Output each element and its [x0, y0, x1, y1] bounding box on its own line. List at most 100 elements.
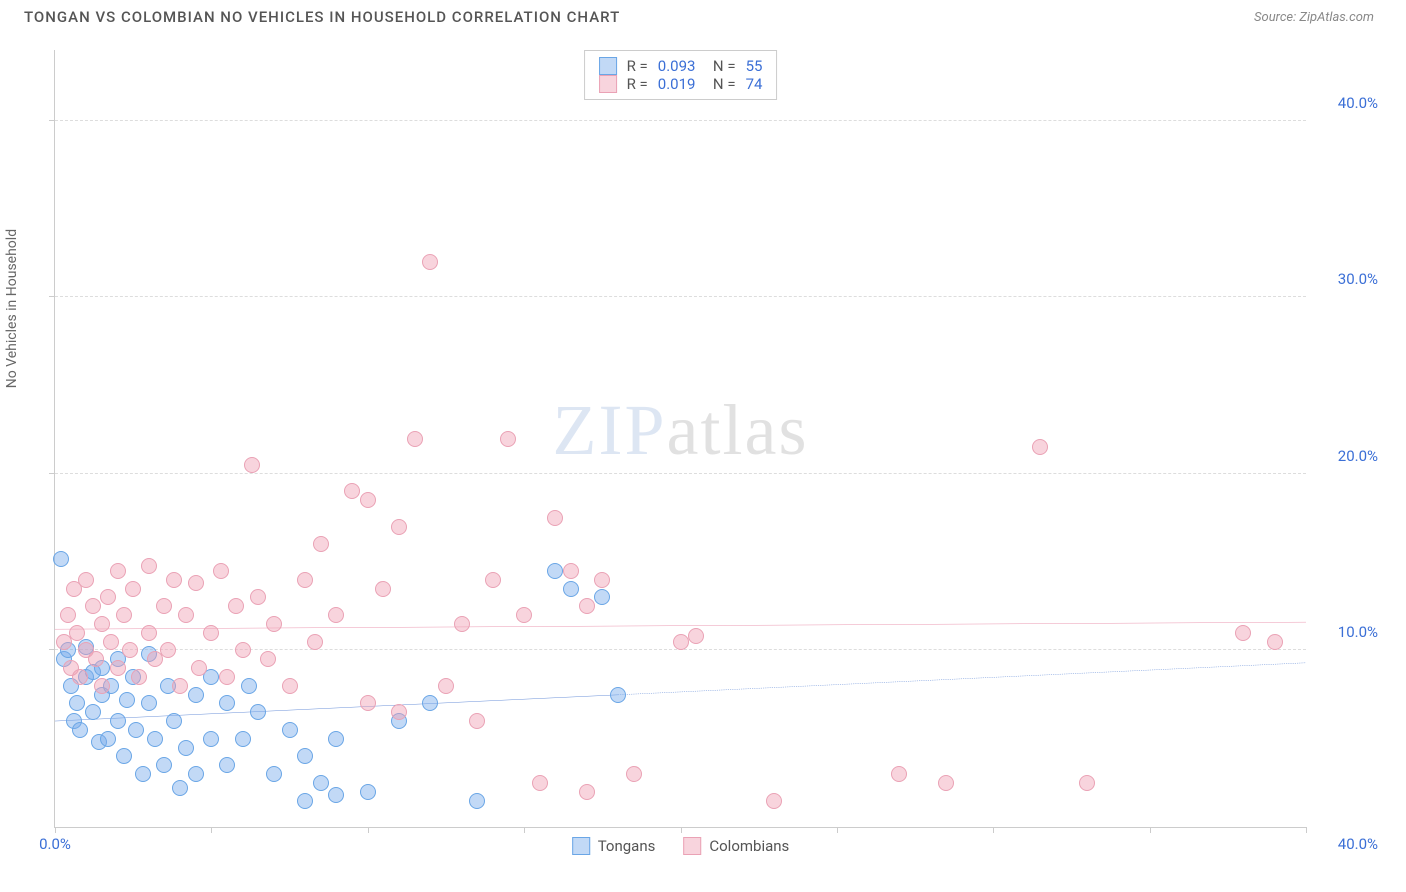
- data-point: [1267, 634, 1283, 650]
- swatch-blue-icon: [599, 57, 617, 75]
- data-point: [160, 642, 176, 658]
- n-value-colombians: 74: [746, 75, 763, 93]
- data-point: [235, 642, 251, 658]
- data-point: [85, 598, 101, 614]
- data-point: [72, 669, 88, 685]
- data-point: [891, 766, 907, 782]
- data-point: [938, 775, 954, 791]
- watermark-atlas: atlas: [667, 390, 809, 470]
- data-point: [100, 589, 116, 605]
- data-point: [266, 616, 282, 632]
- trend-line-extrapolated: [618, 663, 1306, 695]
- data-point: [282, 678, 298, 694]
- data-point: [313, 775, 329, 791]
- x-tick: [837, 827, 838, 833]
- data-point: [532, 775, 548, 791]
- x-tick-label: 40.0%: [1338, 835, 1378, 853]
- r-value-tongans: 0.093: [658, 57, 696, 75]
- corr-row-colombians: R = 0.019 N = 74: [599, 75, 763, 93]
- y-tick-label: 40.0%: [1338, 94, 1378, 112]
- data-point: [594, 572, 610, 588]
- data-point: [191, 660, 207, 676]
- data-point: [469, 713, 485, 729]
- data-point: [100, 731, 116, 747]
- data-point: [610, 687, 626, 703]
- data-point: [516, 607, 532, 623]
- data-point: [626, 766, 642, 782]
- gridline: [55, 296, 1306, 297]
- data-point: [78, 572, 94, 588]
- trend-line: [55, 695, 618, 721]
- data-point: [1079, 775, 1095, 791]
- data-point: [188, 687, 204, 703]
- series-legend: Tongans Colombians: [572, 837, 790, 855]
- data-point: [244, 457, 260, 473]
- source-attribution: Source: ZipAtlas.com: [1254, 10, 1374, 25]
- legend-item-tongans: Tongans: [572, 837, 656, 855]
- data-point: [1032, 439, 1048, 455]
- data-point: [688, 628, 704, 644]
- x-tick: [368, 827, 369, 833]
- y-tick-label: 20.0%: [1338, 447, 1378, 465]
- data-point: [125, 581, 141, 597]
- data-point: [1235, 625, 1251, 641]
- data-point: [178, 607, 194, 623]
- data-point: [297, 793, 313, 809]
- data-point: [131, 669, 147, 685]
- data-point: [375, 581, 391, 597]
- y-tick: [49, 120, 55, 121]
- data-point: [360, 784, 376, 800]
- data-point: [594, 589, 610, 605]
- data-point: [178, 740, 194, 756]
- data-point: [122, 642, 138, 658]
- data-point: [422, 254, 438, 270]
- data-point: [328, 607, 344, 623]
- data-point: [579, 784, 595, 800]
- data-point: [188, 575, 204, 591]
- y-tick: [49, 473, 55, 474]
- data-point: [454, 616, 470, 632]
- data-point: [110, 660, 126, 676]
- data-point: [219, 669, 235, 685]
- data-point: [282, 722, 298, 738]
- data-point: [53, 551, 69, 567]
- x-tick: [681, 827, 682, 833]
- data-point: [141, 625, 157, 641]
- data-point: [166, 713, 182, 729]
- data-point: [360, 492, 376, 508]
- data-point: [166, 572, 182, 588]
- data-point: [88, 651, 104, 667]
- data-point: [128, 722, 144, 738]
- data-point: [547, 563, 563, 579]
- data-point: [156, 598, 172, 614]
- chart-title: TONGAN VS COLOMBIAN NO VEHICLES IN HOUSE…: [24, 8, 620, 26]
- correlation-legend: R = 0.093 N = 55 R = 0.019 N = 74: [584, 50, 778, 100]
- data-point: [297, 572, 313, 588]
- data-point: [563, 581, 579, 597]
- data-point: [116, 748, 132, 764]
- data-point: [250, 589, 266, 605]
- data-point: [579, 598, 595, 614]
- data-point: [110, 563, 126, 579]
- data-point: [203, 731, 219, 747]
- legend-item-colombians: Colombians: [683, 837, 789, 855]
- trend-line: [55, 622, 1306, 629]
- data-point: [141, 558, 157, 574]
- header: TONGAN VS COLOMBIAN NO VEHICLES IN HOUSE…: [0, 0, 1406, 34]
- x-tick: [524, 827, 525, 833]
- y-tick: [49, 296, 55, 297]
- data-point: [85, 704, 101, 720]
- corr-row-tongans: R = 0.093 N = 55: [599, 57, 763, 75]
- data-point: [135, 766, 151, 782]
- data-point: [297, 748, 313, 764]
- data-point: [360, 695, 376, 711]
- data-point: [260, 651, 276, 667]
- data-point: [141, 695, 157, 711]
- data-point: [250, 704, 266, 720]
- data-point: [69, 695, 85, 711]
- x-tick: [55, 827, 56, 833]
- trend-lines: [55, 50, 1306, 827]
- y-tick-label: 30.0%: [1338, 270, 1378, 288]
- r-label: R =: [627, 75, 648, 93]
- n-label: N =: [705, 75, 735, 93]
